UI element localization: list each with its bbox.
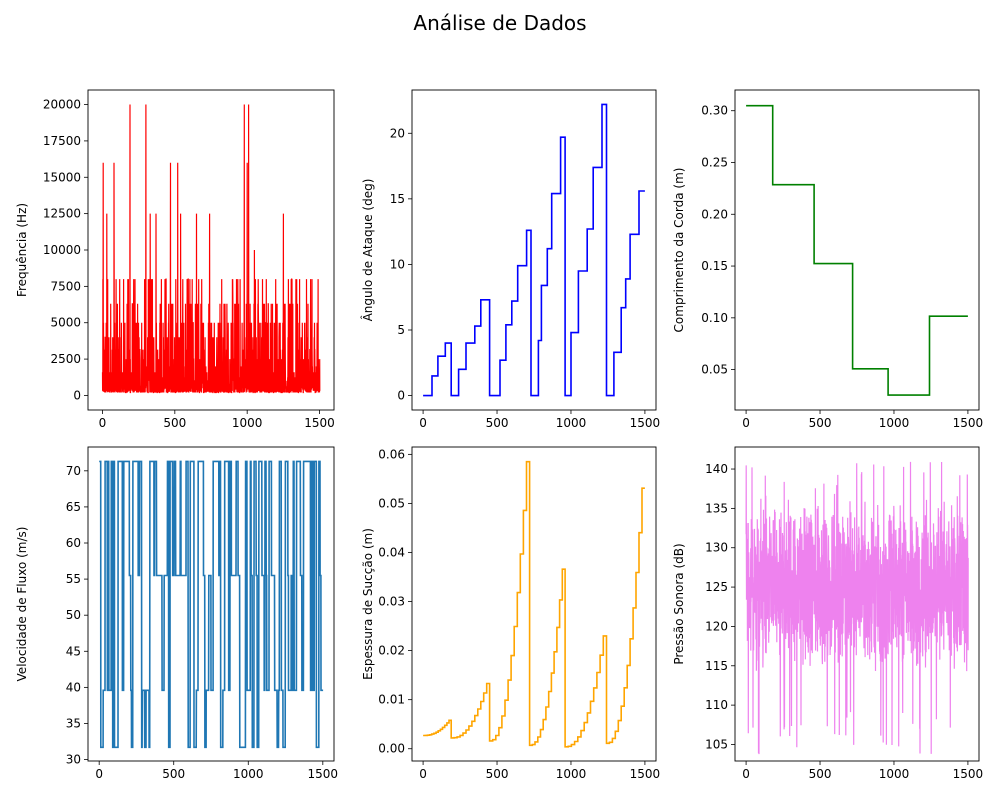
y-axis-label: Comprimento da Corda (m) — [672, 168, 686, 333]
series-line — [99, 460, 324, 749]
y-tick-label: 0.06 — [378, 447, 405, 461]
x-tick-label: 0 — [742, 767, 750, 781]
x-tick-label: 500 — [163, 416, 186, 430]
chart-panel-top-right: 0 500 1000 1500 0.05 0.10 0.15 0.20 0.25 0.30 Comp… — [672, 89, 984, 430]
x-tick-label: 1500 — [953, 416, 984, 430]
y-tick-label: 0.05 — [701, 363, 728, 377]
y-tick-label: 110 — [705, 698, 728, 712]
series-line — [746, 104, 968, 396]
x-tick-label: 500 — [162, 767, 185, 781]
y-tick-label: 10 — [390, 257, 405, 271]
y-tick-label: 0.00 — [378, 742, 405, 756]
y-tick-label: 65 — [66, 500, 81, 514]
y-tick-label: 12500 — [43, 207, 81, 221]
y-tick-label: 50 — [66, 608, 81, 622]
x-tick-label: 1000 — [879, 767, 910, 781]
y-axis-label: Pressão Sonora (dB) — [672, 543, 686, 664]
x-tick-label: 1500 — [953, 767, 984, 781]
y-tick-label: 15000 — [43, 170, 81, 184]
y-tick-label: 0 — [73, 388, 81, 402]
y-axis-label: Ângulo de Ataque (deg) — [360, 179, 375, 322]
x-tick-label: 0 — [742, 416, 750, 430]
figure-title: Análise de Dados — [413, 11, 587, 35]
y-axis-label: Espessura de Sucção (m) — [361, 528, 375, 680]
y-tick-label: 10000 — [43, 243, 81, 257]
y-tick-label: 135 — [705, 501, 728, 515]
x-tick-label: 0 — [99, 416, 107, 430]
x-tick-label: 1500 — [308, 767, 339, 781]
y-tick-label: 0.10 — [701, 311, 728, 325]
y-tick-label: 5000 — [50, 316, 81, 330]
y-tick-label: 0.30 — [701, 104, 728, 118]
y-tick-label: 30 — [66, 753, 81, 767]
y-tick-label: 0.20 — [701, 207, 728, 221]
x-tick-label: 1500 — [304, 416, 335, 430]
y-tick-label: 130 — [705, 541, 728, 555]
y-tick-label: 125 — [705, 580, 728, 594]
y-tick-label: 0.25 — [701, 155, 728, 169]
x-tick-label: 1500 — [630, 767, 661, 781]
x-tick-label: 1000 — [232, 416, 263, 430]
x-tick-label: 500 — [809, 767, 832, 781]
x-tick-label: 1000 — [556, 416, 587, 430]
chart-panel-bottom-center: 0 500 1000 1500 0.00 0.01 0.02 0.03 0.04 0.05 0.06… — [361, 446, 661, 781]
y-tick-label: 120 — [705, 619, 728, 633]
x-tick-label: 0 — [419, 416, 427, 430]
y-tick-label: 60 — [66, 536, 81, 550]
y-tick-label: 0.01 — [378, 693, 405, 707]
axes-frame — [734, 446, 980, 762]
y-tick-label: 7500 — [50, 279, 81, 293]
chart-panel-bottom-left: 0 500 1000 1500 30 35 40 45 50 55 60 65 70 Velocidade… — [15, 446, 339, 781]
y-tick-label: 20 — [390, 126, 405, 140]
x-tick-label: 1000 — [233, 767, 264, 781]
x-tick-label: 500 — [486, 416, 509, 430]
series-line — [423, 103, 645, 397]
y-tick-label: 0.04 — [378, 545, 405, 559]
x-tick-label: 500 — [809, 416, 832, 430]
y-axis-label: Velocidade de Fluxo (m/s) — [15, 527, 29, 682]
y-tick-label: 45 — [66, 644, 81, 658]
x-tick-label: 0 — [419, 767, 427, 781]
y-tick-label: 0.03 — [378, 595, 405, 609]
axes-frame — [411, 89, 657, 411]
x-tick-label: 1000 — [879, 416, 910, 430]
y-tick-label: 5 — [397, 323, 405, 337]
series-line — [101, 104, 321, 394]
series-line — [745, 461, 969, 755]
chart-panel-top-center: 0 500 1000 1500 0 5 10 15 20 Ângulo de Ataque (de… — [360, 89, 661, 430]
y-tick-label: 55 — [66, 572, 81, 586]
chart-panel-bottom-right: 0 500 1000 1500 105 110 115 120 125 130 135 140 Pres… — [672, 446, 984, 781]
y-tick-label: 115 — [705, 659, 728, 673]
x-tick-label: 1500 — [630, 416, 661, 430]
series-line — [423, 460, 645, 748]
y-tick-label: 2500 — [50, 352, 81, 366]
y-tick-label: 70 — [66, 464, 81, 478]
x-tick-label: 0 — [95, 767, 103, 781]
axes-frame — [87, 446, 335, 762]
y-tick-label: 15 — [390, 192, 405, 206]
y-tick-label: 20000 — [43, 98, 81, 112]
chart-panel-top-left: 0 500 1000 15000250050007500100001250015000… — [15, 89, 335, 430]
y-axis-label: Frequência (Hz) — [15, 203, 29, 297]
axes-frame — [411, 446, 657, 762]
x-tick-label: 500 — [486, 767, 509, 781]
y-tick-label: 0.05 — [378, 496, 405, 510]
x-tick-label: 1000 — [556, 767, 587, 781]
y-tick-label: 40 — [66, 680, 81, 694]
y-tick-label: 0.15 — [701, 259, 728, 273]
y-tick-label: 105 — [705, 737, 728, 751]
y-tick-label: 140 — [705, 462, 728, 476]
y-tick-label: 17500 — [43, 134, 81, 148]
y-tick-label: 35 — [66, 716, 81, 730]
y-tick-label: 0 — [397, 389, 405, 403]
axes-frame — [734, 89, 980, 411]
y-tick-label: 0.02 — [378, 644, 405, 658]
